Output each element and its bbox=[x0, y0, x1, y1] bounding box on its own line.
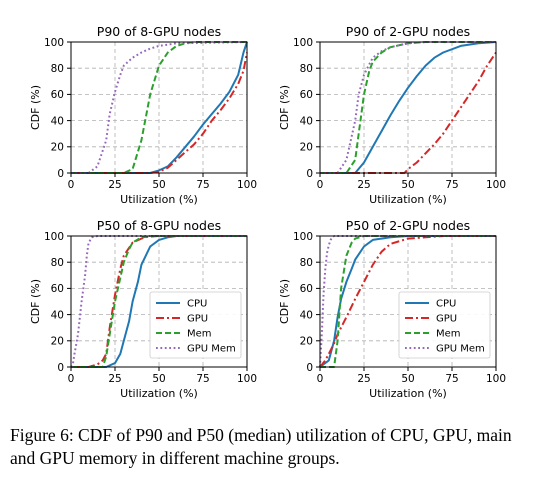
legend-label: CPU bbox=[187, 299, 207, 310]
y-tick-label: 0 bbox=[306, 168, 313, 180]
x-axis-label: Utilization (%) bbox=[120, 193, 198, 206]
legend-label: CPU bbox=[436, 299, 456, 310]
legend-label: GPU Mem bbox=[187, 344, 236, 355]
y-tick-label: 100 bbox=[293, 37, 313, 49]
x-tick-label: 75 bbox=[445, 373, 458, 385]
y-tick-label: 80 bbox=[300, 63, 313, 75]
x-tick-label: 25 bbox=[357, 373, 370, 385]
x-tick-label: 25 bbox=[108, 373, 121, 385]
chart-panel-2: 0 25 50 75 100 0 20 40 60 80 100 P90 of 2-GPU nodes… bbox=[278, 24, 506, 206]
x-tick-label: 50 bbox=[401, 373, 414, 385]
x-tick-label: 0 bbox=[317, 373, 324, 385]
x-tick-label: 50 bbox=[152, 373, 165, 385]
series-line-mem bbox=[71, 235, 247, 368]
series-line-gpu-mem bbox=[71, 41, 248, 174]
series-line-cpu bbox=[320, 41, 497, 174]
figure: 0 25 50 75 100 0 20 40 60 80 100 P90 of 8-GPU nodes… bbox=[29, 24, 506, 400]
x-tick-label: 0 bbox=[317, 179, 324, 191]
x-tick-label: 75 bbox=[445, 179, 458, 191]
series-line-gpu-mem bbox=[320, 41, 496, 174]
y-tick-label: 100 bbox=[44, 231, 64, 243]
x-tick-label: 100 bbox=[486, 179, 506, 191]
chart-panel-4: 0 25 50 75 100 0 20 40 60 80 100 P50 of 2-GPU nodes… bbox=[278, 218, 506, 400]
x-tick-label: 50 bbox=[152, 179, 165, 191]
chart-panel-3: 0 25 50 75 100 0 20 40 60 80 100 P50 of 8-GPU nodes… bbox=[29, 218, 257, 400]
y-axis-label: CDF (%) bbox=[278, 279, 291, 324]
y-tick-label: 0 bbox=[57, 362, 64, 374]
y-tick-label: 60 bbox=[300, 283, 313, 295]
y-tick-label: 80 bbox=[51, 63, 64, 75]
x-tick-label: 0 bbox=[68, 373, 75, 385]
y-tick-label: 20 bbox=[51, 336, 64, 348]
legend-label: GPU bbox=[187, 314, 208, 325]
chart-title: P50 of 2-GPU nodes bbox=[346, 218, 470, 233]
x-tick-label: 25 bbox=[108, 179, 121, 191]
y-tick-label: 20 bbox=[51, 142, 64, 154]
x-tick-label: 25 bbox=[357, 179, 370, 191]
y-tick-label: 20 bbox=[300, 142, 313, 154]
y-tick-label: 60 bbox=[51, 283, 64, 295]
y-axis-label: CDF (%) bbox=[29, 85, 42, 130]
y-tick-label: 40 bbox=[300, 309, 313, 321]
legend-label: Mem bbox=[436, 329, 461, 340]
y-tick-label: 0 bbox=[57, 168, 64, 180]
x-tick-label: 100 bbox=[486, 373, 506, 385]
x-tick-label: 0 bbox=[68, 179, 75, 191]
y-tick-label: 40 bbox=[51, 115, 64, 127]
x-axis-label: Utilization (%) bbox=[369, 387, 447, 400]
y-tick-label: 40 bbox=[300, 115, 313, 127]
x-tick-label: 100 bbox=[237, 179, 257, 191]
series-line-gpu bbox=[319, 235, 496, 368]
y-tick-label: 20 bbox=[300, 336, 313, 348]
y-tick-label: 60 bbox=[300, 89, 313, 101]
legend-label: GPU bbox=[436, 314, 457, 325]
series-line-mem bbox=[320, 41, 496, 174]
chart-title: P90 of 8-GPU nodes bbox=[97, 24, 221, 39]
chart-title: P90 of 2-GPU nodes bbox=[346, 24, 470, 39]
y-tick-label: 80 bbox=[51, 257, 64, 269]
y-axis-label: CDF (%) bbox=[29, 279, 42, 324]
series-line-mem bbox=[320, 235, 496, 368]
y-tick-label: 60 bbox=[51, 89, 64, 101]
chart-title: P50 of 8-GPU nodes bbox=[97, 218, 221, 233]
series-line-cpu bbox=[319, 235, 496, 368]
chart-panel-1: 0 25 50 75 100 0 20 40 60 80 100 P90 of 8-GPU nodes… bbox=[29, 24, 257, 206]
y-tick-label: 80 bbox=[300, 257, 313, 269]
x-axis-label: Utilization (%) bbox=[120, 387, 198, 400]
y-tick-label: 100 bbox=[44, 37, 64, 49]
series-line-gpu bbox=[71, 235, 247, 368]
figure-caption: Figure 6: CDF of P90 and P50 (median) ut… bbox=[10, 425, 512, 468]
legend: CPU GPU Mem GPU Mem bbox=[398, 291, 491, 359]
y-tick-label: 0 bbox=[306, 362, 313, 374]
x-tick-label: 50 bbox=[401, 179, 414, 191]
x-tick-label: 75 bbox=[196, 373, 209, 385]
x-tick-label: 100 bbox=[237, 373, 257, 385]
x-axis-label: Utilization (%) bbox=[369, 193, 447, 206]
legend-label: Mem bbox=[187, 329, 212, 340]
y-tick-label: 100 bbox=[293, 231, 313, 243]
legend-box bbox=[149, 291, 242, 359]
legend-label: GPU Mem bbox=[436, 344, 485, 355]
series-line-gpu bbox=[320, 51, 497, 174]
legend-box bbox=[398, 291, 491, 359]
series-line-cpu bbox=[71, 235, 247, 368]
legend: CPU GPU Mem GPU Mem bbox=[149, 291, 242, 359]
y-tick-label: 40 bbox=[51, 309, 64, 321]
series-line-gpu-mem bbox=[70, 235, 247, 368]
x-tick-label: 75 bbox=[196, 179, 209, 191]
y-axis-label: CDF (%) bbox=[278, 85, 291, 130]
